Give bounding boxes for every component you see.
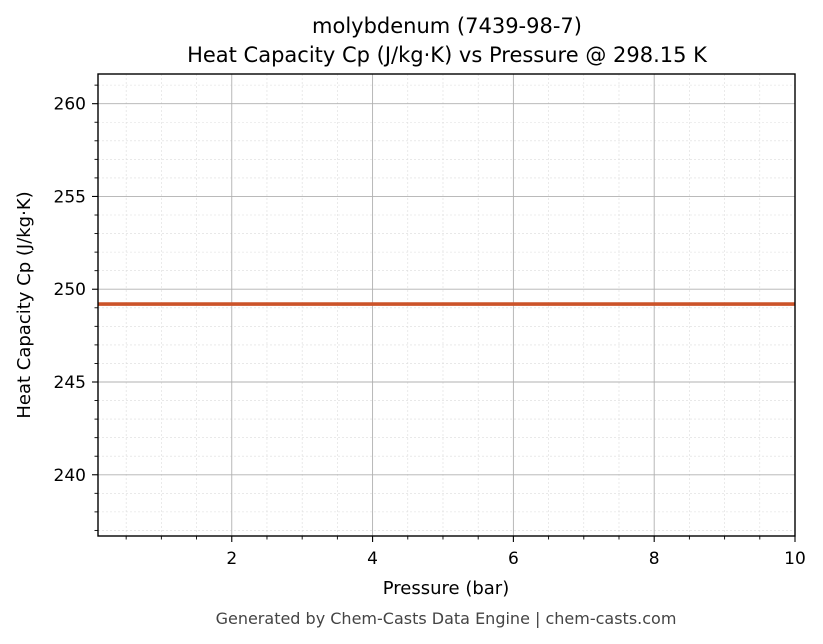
y-tick-label: 260 bbox=[54, 95, 86, 115]
x-tick-label: 8 bbox=[649, 549, 660, 569]
x-tick-label: 10 bbox=[784, 549, 806, 569]
y-axis-label: Heat Capacity Cp (J/kg·K) bbox=[14, 191, 35, 418]
x-tick-label: 2 bbox=[226, 549, 237, 569]
y-tick-label: 250 bbox=[54, 280, 86, 300]
chart-title: molybdenum (7439-98-7) bbox=[312, 14, 582, 38]
minor-grid bbox=[98, 74, 795, 536]
x-axis-ticks: 2 4 6 8 10 bbox=[125, 536, 806, 569]
chart-subtitle: Heat Capacity Cp (J/kg·K) vs Pressure @ … bbox=[187, 43, 708, 67]
y-tick-label: 245 bbox=[54, 373, 86, 393]
y-axis-ticks: 240 245 250 255 260 bbox=[54, 84, 98, 531]
plot-frame bbox=[97, 73, 796, 537]
x-tick-label: 6 bbox=[508, 549, 519, 569]
footer-credit: Generated by Chem-Casts Data Engine | ch… bbox=[216, 609, 677, 628]
y-tick-label: 255 bbox=[54, 187, 86, 207]
x-axis-label: Pressure (bar) bbox=[383, 578, 509, 599]
x-tick-label: 4 bbox=[367, 549, 378, 569]
y-tick-label: 240 bbox=[54, 466, 86, 486]
